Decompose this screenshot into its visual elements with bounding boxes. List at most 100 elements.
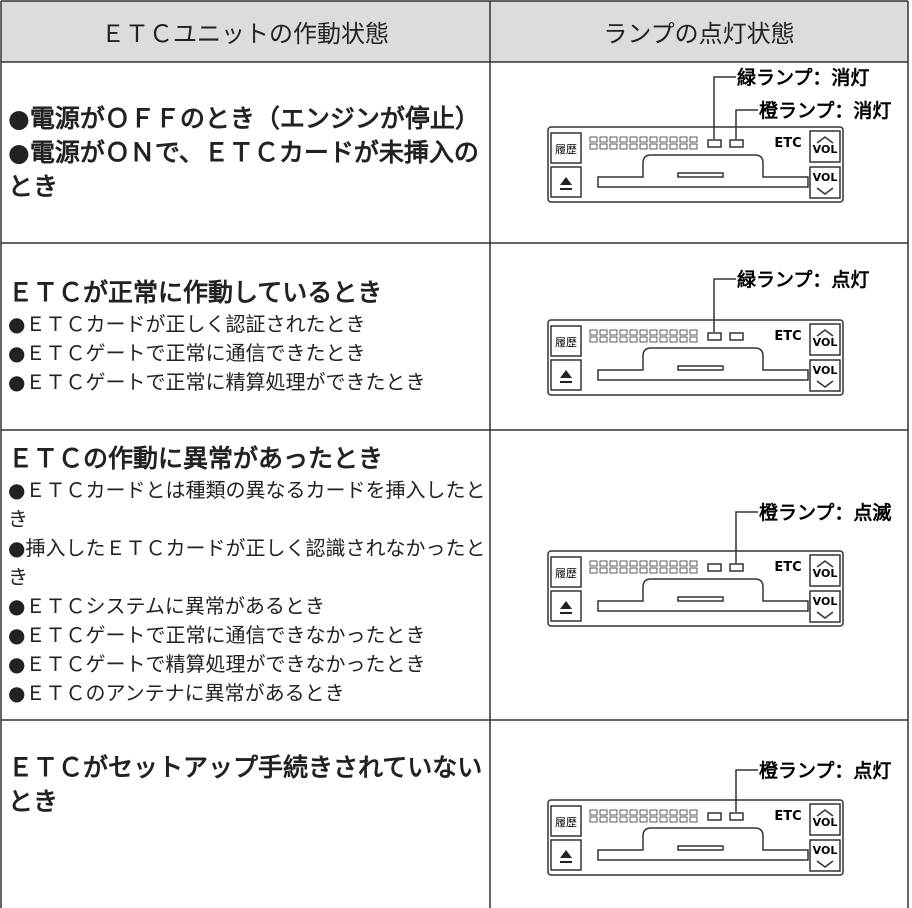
display-dot	[619, 336, 628, 343]
orange-lamp	[729, 139, 744, 148]
vol-label: VOL	[813, 567, 838, 580]
display-dot	[669, 329, 678, 336]
vol-label: VOL	[813, 844, 838, 857]
display-dot	[629, 143, 638, 150]
card-slot	[597, 154, 809, 188]
vol-button	[809, 166, 841, 199]
display-dot	[669, 336, 678, 343]
display-dot	[689, 136, 698, 143]
display-dot	[589, 560, 598, 567]
row-text: ●電源がＯＦＦのとき（エンジンが停止） ●電源がＯＮで、ＥＴＣカードが未挿入のとき	[8, 68, 486, 237]
card-slot	[597, 827, 809, 861]
display-dot	[639, 809, 648, 816]
display-dot	[649, 136, 658, 143]
display-dot	[669, 136, 678, 143]
callout-line	[735, 769, 758, 812]
callout-line	[735, 109, 758, 139]
eject-button	[550, 590, 582, 622]
etc-unit: 履歴 ETC VOL VOL 橙ランプ：点灯	[547, 759, 891, 876]
unit-body	[547, 126, 844, 203]
unit-body	[547, 319, 844, 396]
row-item: ●ＥＴＣカードが正しく認証されたとき	[8, 312, 366, 336]
display-dot	[689, 560, 698, 567]
vol-arrow	[816, 329, 834, 337]
display-dot	[609, 136, 618, 143]
vol-label: VOL	[813, 171, 838, 184]
vol-button	[809, 323, 841, 356]
brand-label: ETC	[774, 136, 801, 151]
history-button	[550, 325, 582, 357]
display-dot	[589, 136, 598, 143]
display-dot	[669, 560, 678, 567]
display-dot	[609, 329, 618, 336]
callout-label: 橙ランプ：点滅	[759, 501, 891, 524]
row-text: ＥＴＣがセットアップ手続きされていないとき	[8, 726, 486, 844]
vol-label: VOL	[813, 595, 838, 608]
callout-label: 緑ランプ：点灯	[737, 268, 869, 291]
callout-label: 緑ランプ：消灯	[737, 66, 869, 89]
display-dot	[689, 336, 698, 343]
callout-label: 橙ランプ：消灯	[759, 99, 891, 122]
display-dot	[619, 329, 628, 336]
etc-unit: 履歴 ETC VOL VOL 橙ランプ：点滅	[547, 501, 891, 627]
green-lamp	[707, 563, 722, 572]
display-dot	[629, 567, 638, 574]
display-dot	[639, 143, 648, 150]
display-dot	[589, 809, 598, 816]
display-dot	[639, 816, 648, 823]
display-dot	[609, 143, 618, 150]
display-dot	[659, 809, 668, 816]
display-dot	[589, 143, 598, 150]
history-label: 履歴	[555, 567, 577, 580]
display-dot	[679, 809, 688, 816]
display-dot	[619, 143, 628, 150]
vol-button	[809, 359, 841, 392]
row-heading: ●電源がＯＦＦのとき（エンジンが停止）	[8, 103, 480, 133]
orange-lamp	[729, 812, 744, 821]
display-dot	[609, 336, 618, 343]
row-heading: ＥＴＣがセットアップ手続きされていないとき	[8, 753, 483, 816]
display-dot	[649, 809, 658, 816]
display-dot	[659, 143, 668, 150]
eject-button	[550, 839, 582, 871]
vol-arrow	[816, 136, 834, 144]
brand-label: ETC	[774, 560, 801, 575]
display-dot	[679, 336, 688, 343]
display-dot	[629, 560, 638, 567]
row-item: ●ＥＴＣゲートで精算処理ができなかったとき	[8, 652, 426, 676]
row-item: ●ＥＴＣゲートで正常に精算処理ができたとき	[8, 370, 426, 394]
vol-label: VOL	[813, 143, 838, 156]
display-dot	[599, 560, 608, 567]
display-dot	[649, 567, 658, 574]
orange-lamp	[729, 563, 744, 572]
eject-button	[550, 166, 582, 198]
vol-button	[809, 803, 841, 836]
display-dot	[629, 329, 638, 336]
display-dot	[649, 336, 658, 343]
vol-button	[809, 590, 841, 623]
display-dot	[649, 143, 658, 150]
vol-arrow	[816, 380, 834, 388]
callout-line	[735, 511, 758, 563]
display-dot	[609, 567, 618, 574]
card-slot	[597, 578, 809, 612]
eject-icon	[560, 601, 572, 614]
vol-arrow	[816, 560, 834, 568]
brand-label: ETC	[774, 329, 801, 344]
display-dot	[669, 809, 678, 816]
display-dot	[589, 816, 598, 823]
display-dot	[599, 143, 608, 150]
display-dot	[609, 560, 618, 567]
display-dot	[629, 816, 638, 823]
vol-arrow	[816, 611, 834, 619]
callout-label: 橙ランプ：点灯	[759, 759, 891, 782]
display-dot	[689, 809, 698, 816]
row-text: ＥＴＣが正常に作動しているとき ●ＥＴＣカードが正しく認証されたとき ●ＥＴＣゲート…	[8, 249, 486, 424]
display-dot	[679, 816, 688, 823]
vol-button	[809, 130, 841, 163]
row-item: ●ＥＴＣゲートで正常に通信できなかったとき	[8, 623, 426, 647]
display-dot	[619, 136, 628, 143]
display-dot	[689, 816, 698, 823]
display-dot	[609, 816, 618, 823]
